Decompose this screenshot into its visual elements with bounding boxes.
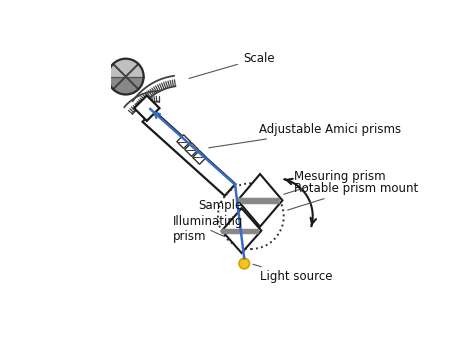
Text: Mesuring prism: Mesuring prism bbox=[284, 170, 386, 194]
Text: Scale: Scale bbox=[189, 52, 274, 78]
Polygon shape bbox=[222, 208, 261, 253]
Text: Sample: Sample bbox=[198, 199, 242, 217]
Polygon shape bbox=[237, 174, 283, 227]
Text: Illuminating
prism: Illuminating prism bbox=[173, 215, 244, 243]
Wedge shape bbox=[108, 59, 144, 77]
Text: Light source: Light source bbox=[253, 264, 333, 283]
Polygon shape bbox=[185, 143, 199, 156]
Text: Rotable prism mount: Rotable prism mount bbox=[288, 182, 419, 210]
Polygon shape bbox=[134, 95, 159, 121]
Polygon shape bbox=[143, 110, 235, 196]
Polygon shape bbox=[192, 150, 206, 164]
Circle shape bbox=[239, 258, 249, 269]
Polygon shape bbox=[177, 135, 191, 148]
Text: Adjustable Amici prisms: Adjustable Amici prisms bbox=[209, 123, 401, 148]
Wedge shape bbox=[108, 77, 144, 94]
